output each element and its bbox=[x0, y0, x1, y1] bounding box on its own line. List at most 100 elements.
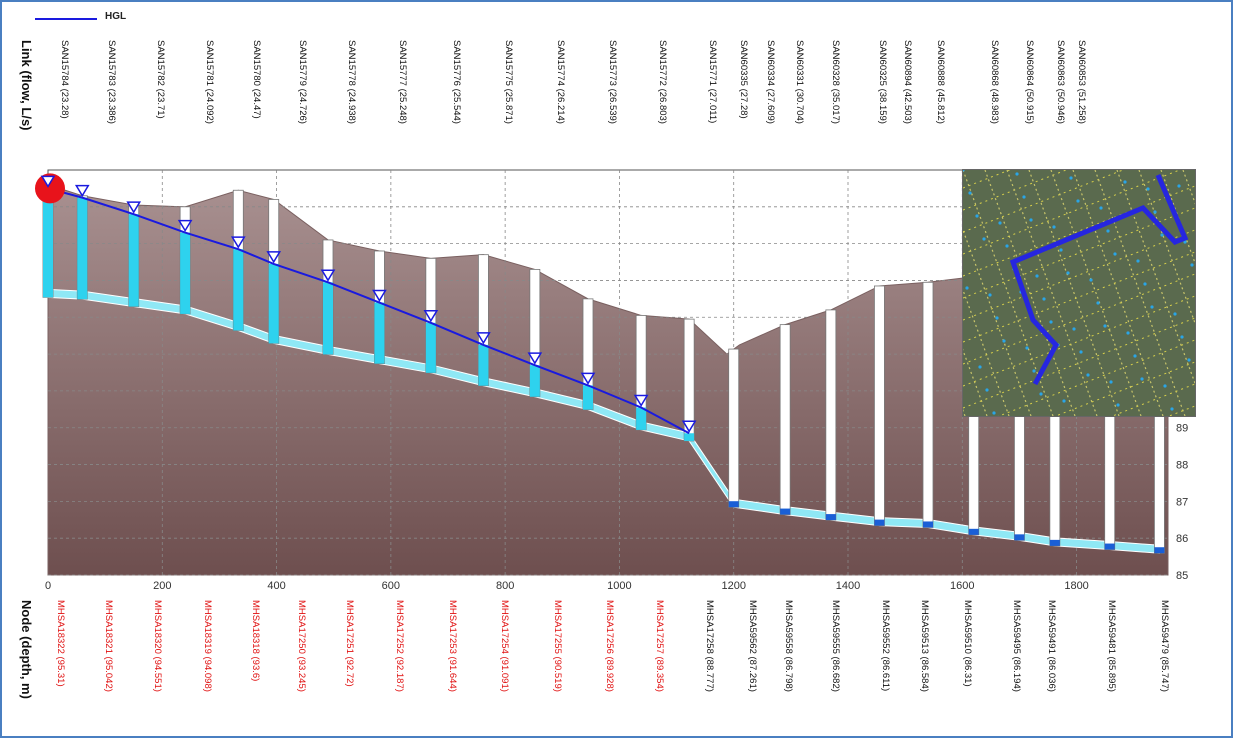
map-street-grid bbox=[963, 170, 1195, 416]
map-street bbox=[1116, 170, 1195, 385]
map-node bbox=[975, 214, 979, 218]
manhole-water bbox=[77, 197, 88, 300]
water-level-marker bbox=[40, 175, 56, 188]
map-node bbox=[1146, 187, 1150, 191]
map-node bbox=[1170, 407, 1174, 411]
manhole-water bbox=[1104, 543, 1115, 550]
x-tick-label: 0 bbox=[45, 580, 51, 592]
map-node bbox=[988, 293, 992, 297]
map-node bbox=[1066, 271, 1070, 275]
map-node bbox=[1096, 301, 1100, 305]
map-node bbox=[1059, 248, 1063, 252]
manhole bbox=[874, 285, 885, 527]
map-node bbox=[1113, 252, 1117, 256]
manhole-water bbox=[180, 232, 191, 314]
map-node bbox=[1052, 225, 1056, 229]
map-node bbox=[1079, 350, 1083, 354]
map-node bbox=[1076, 199, 1080, 203]
map-street bbox=[1094, 170, 1186, 416]
surcharge-marker bbox=[35, 173, 65, 204]
map-node bbox=[1183, 240, 1187, 244]
network-map-inset[interactable] bbox=[962, 169, 1196, 417]
manhole bbox=[728, 348, 740, 508]
manhole-water bbox=[268, 263, 279, 344]
map-street bbox=[963, 228, 1032, 416]
water-level-marker bbox=[527, 352, 543, 365]
manhole-water bbox=[478, 344, 489, 386]
map-node bbox=[1002, 339, 1006, 343]
map-node bbox=[1140, 377, 1144, 381]
map-node bbox=[1042, 297, 1046, 301]
water-level-marker bbox=[177, 219, 193, 233]
manhole-water bbox=[825, 514, 836, 521]
hgl-legend-label: HGL bbox=[105, 11, 127, 22]
water-level-marker bbox=[681, 420, 697, 433]
manhole bbox=[825, 309, 837, 521]
x-tick-label: 1600 bbox=[950, 580, 974, 592]
map-node bbox=[1106, 229, 1110, 233]
water-level-marker bbox=[476, 332, 491, 345]
y-tick-label: 89 bbox=[1176, 423, 1188, 435]
manhole bbox=[922, 281, 934, 528]
map-street bbox=[1138, 170, 1195, 325]
map-node bbox=[982, 237, 986, 241]
manhole bbox=[582, 298, 594, 411]
map-node bbox=[1163, 384, 1167, 388]
map-node bbox=[1190, 263, 1194, 267]
y-tick-label: 85 bbox=[1176, 570, 1188, 582]
map-background bbox=[963, 170, 1195, 416]
map-node bbox=[1099, 206, 1103, 210]
map-node bbox=[1116, 403, 1120, 407]
map-node bbox=[1035, 274, 1039, 278]
map-node bbox=[1025, 346, 1029, 350]
water-level-marker bbox=[230, 236, 246, 249]
map-node bbox=[1103, 324, 1107, 328]
water-level-marker bbox=[74, 184, 90, 198]
manhole-water bbox=[425, 322, 436, 373]
map-node bbox=[985, 388, 989, 392]
map-node bbox=[1133, 354, 1137, 358]
water-level-marker bbox=[266, 251, 282, 264]
map-node bbox=[1029, 218, 1033, 222]
map-node bbox=[963, 170, 965, 172]
map-node bbox=[1072, 327, 1076, 331]
water-level-marker bbox=[372, 289, 387, 303]
manhole-water bbox=[684, 433, 695, 441]
manhole-water bbox=[233, 249, 244, 331]
map-street bbox=[963, 288, 1010, 416]
map-node bbox=[965, 286, 969, 290]
map-node bbox=[1136, 259, 1140, 263]
map-node bbox=[1069, 176, 1073, 180]
hgl-line bbox=[47, 187, 690, 435]
x-tick-label: 1000 bbox=[607, 580, 631, 592]
map-node bbox=[995, 316, 999, 320]
map-street bbox=[1072, 170, 1164, 416]
manhole-water bbox=[374, 302, 385, 364]
manhole-water bbox=[529, 365, 540, 397]
x-tick-label: 1800 bbox=[1064, 580, 1088, 592]
manhole-water bbox=[780, 508, 791, 515]
map-street bbox=[1028, 170, 1120, 416]
manhole-water bbox=[874, 519, 885, 526]
map-node bbox=[978, 365, 982, 369]
map-node bbox=[1109, 380, 1113, 384]
selected-pipe-route bbox=[1009, 174, 1189, 386]
manhole-water bbox=[43, 188, 53, 298]
y-tick-label: 86 bbox=[1176, 533, 1188, 545]
map-node bbox=[1153, 210, 1157, 214]
manhole-water bbox=[323, 282, 333, 355]
map-street bbox=[984, 170, 1076, 416]
map-street bbox=[1050, 170, 1142, 416]
map-node bbox=[1123, 180, 1127, 184]
map-node bbox=[1049, 320, 1053, 324]
water-level-marker bbox=[580, 372, 596, 385]
map-node bbox=[1187, 358, 1191, 362]
map-node bbox=[1015, 172, 1019, 176]
map-node bbox=[1143, 282, 1147, 286]
manhole bbox=[779, 324, 791, 515]
water-level-marker bbox=[633, 394, 649, 407]
manhole-water bbox=[583, 385, 593, 410]
map-node bbox=[1062, 399, 1066, 403]
map-street bbox=[963, 170, 1054, 416]
manhole-water bbox=[636, 407, 647, 430]
